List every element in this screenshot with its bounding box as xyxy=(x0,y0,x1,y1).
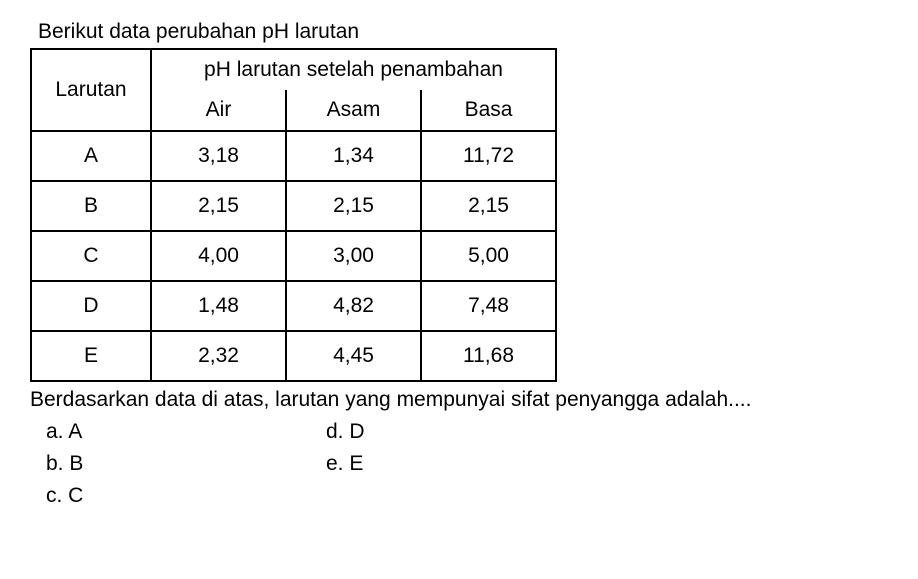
option-e: e. E xyxy=(326,452,606,476)
column-header-air: Air xyxy=(151,90,286,131)
column-header-asam: Asam xyxy=(286,90,421,131)
option-d: d. D xyxy=(326,420,606,444)
column-span-header: pH larutan setelah penambahan xyxy=(151,49,556,90)
data-cell: 4,45 xyxy=(286,331,421,381)
row-label: C xyxy=(31,231,151,281)
table-row: E 2,32 4,45 11,68 xyxy=(31,331,556,381)
data-cell: 4,00 xyxy=(151,231,286,281)
data-cell: 2,15 xyxy=(286,181,421,231)
data-cell: 5,00 xyxy=(421,231,556,281)
data-cell: 1,48 xyxy=(151,281,286,331)
option-c: c. C xyxy=(46,484,326,508)
data-cell: 11,72 xyxy=(421,131,556,181)
table-row: B 2,15 2,15 2,15 xyxy=(31,181,556,231)
data-cell: 2,15 xyxy=(421,181,556,231)
answer-options: a. A d. D b. B e. E c. C xyxy=(46,420,888,508)
question-text: Berdasarkan data di atas, larutan yang m… xyxy=(30,388,888,412)
row-label: D xyxy=(31,281,151,331)
row-label: E xyxy=(31,331,151,381)
data-cell: 2,32 xyxy=(151,331,286,381)
table-row: A 3,18 1,34 11,72 xyxy=(31,131,556,181)
ph-data-table: Larutan pH larutan setelah penambahan Ai… xyxy=(30,48,557,382)
intro-text: Berikut data perubahan pH larutan xyxy=(38,20,888,44)
option-a: a. A xyxy=(46,420,326,444)
data-cell: 4,82 xyxy=(286,281,421,331)
row-header-label: Larutan xyxy=(31,49,151,131)
data-cell: 1,34 xyxy=(286,131,421,181)
option-b: b. B xyxy=(46,452,326,476)
table-row: D 1,48 4,82 7,48 xyxy=(31,281,556,331)
row-label: A xyxy=(31,131,151,181)
data-cell: 3,18 xyxy=(151,131,286,181)
data-cell: 2,15 xyxy=(151,181,286,231)
data-cell: 3,00 xyxy=(286,231,421,281)
data-cell: 11,68 xyxy=(421,331,556,381)
column-header-basa: Basa xyxy=(421,90,556,131)
table-row: C 4,00 3,00 5,00 xyxy=(31,231,556,281)
data-cell: 7,48 xyxy=(421,281,556,331)
row-label: B xyxy=(31,181,151,231)
